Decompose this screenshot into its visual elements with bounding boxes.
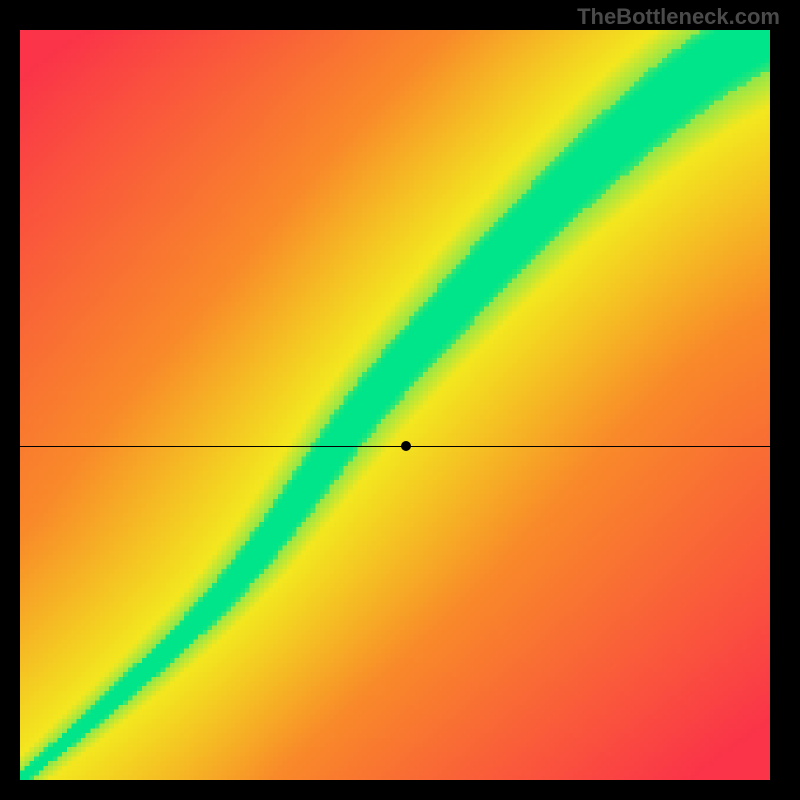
heatmap-canvas (20, 30, 770, 780)
watermark-text: TheBottleneck.com (577, 4, 780, 30)
crosshair-marker (401, 441, 411, 451)
crosshair-horizontal (20, 446, 770, 447)
chart-container: TheBottleneck.com (0, 0, 800, 800)
crosshair-vertical (406, 780, 407, 800)
heatmap-plot (20, 30, 770, 780)
